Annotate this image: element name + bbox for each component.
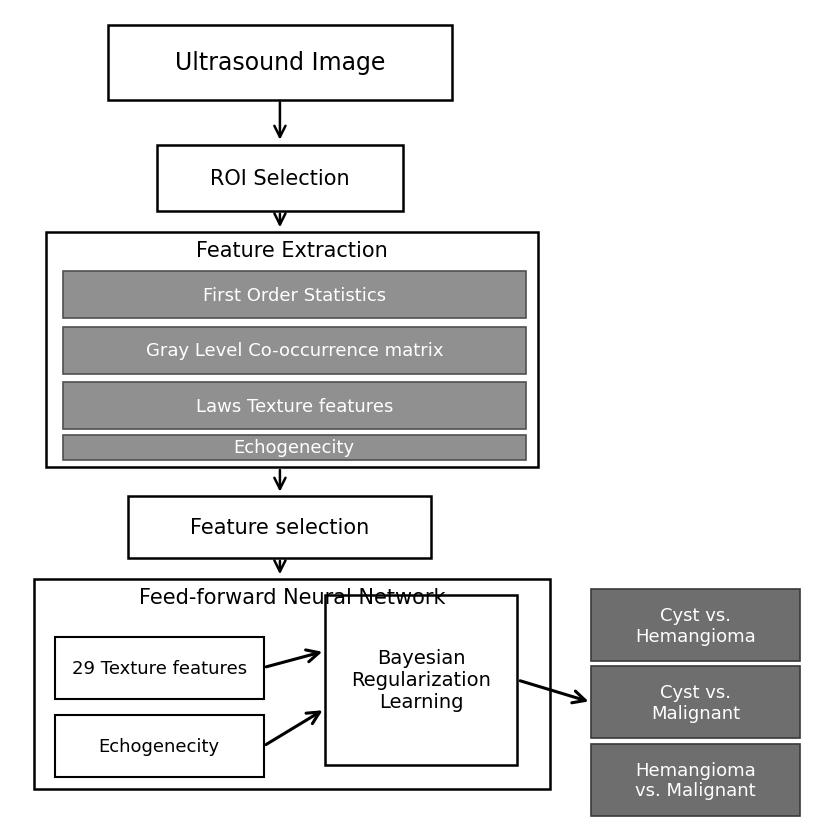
Text: Cyst vs.
Hemangioma: Cyst vs. Hemangioma bbox=[635, 606, 756, 645]
Bar bbox=[62, 383, 526, 430]
Bar bbox=[591, 590, 800, 662]
Bar bbox=[54, 637, 264, 699]
Bar bbox=[62, 327, 526, 374]
Bar bbox=[54, 715, 264, 777]
Text: Ultrasound Image: Ultrasound Image bbox=[175, 51, 386, 75]
Bar bbox=[108, 26, 452, 100]
Text: Hemangioma
vs. Malignant: Hemangioma vs. Malignant bbox=[635, 761, 756, 799]
Text: Cyst vs.
Malignant: Cyst vs. Malignant bbox=[651, 683, 741, 722]
Text: Feed-forward Neural Network: Feed-forward Neural Network bbox=[139, 587, 446, 607]
Text: Laws Texture features: Laws Texture features bbox=[196, 397, 393, 415]
Text: First Order Statistics: First Order Statistics bbox=[203, 286, 386, 305]
Text: Feature Extraction: Feature Extraction bbox=[196, 241, 388, 261]
Text: Feature selection: Feature selection bbox=[191, 518, 370, 537]
Bar bbox=[591, 667, 800, 739]
Bar bbox=[157, 146, 403, 212]
Bar bbox=[325, 595, 518, 765]
Text: Echogenecity: Echogenecity bbox=[233, 439, 355, 457]
Bar bbox=[62, 436, 526, 460]
Bar bbox=[128, 497, 432, 558]
Text: 29 Texture features: 29 Texture features bbox=[72, 659, 247, 676]
Text: Gray Level Co-occurrence matrix: Gray Level Co-occurrence matrix bbox=[145, 342, 443, 360]
Bar bbox=[591, 744, 800, 816]
Bar bbox=[62, 272, 526, 319]
Bar bbox=[47, 233, 538, 468]
Text: Bayesian
Regularization
Learning: Bayesian Regularization Learning bbox=[351, 648, 492, 711]
Text: Echogenecity: Echogenecity bbox=[99, 737, 219, 755]
Bar bbox=[35, 579, 550, 789]
Text: ROI Selection: ROI Selection bbox=[210, 169, 349, 189]
